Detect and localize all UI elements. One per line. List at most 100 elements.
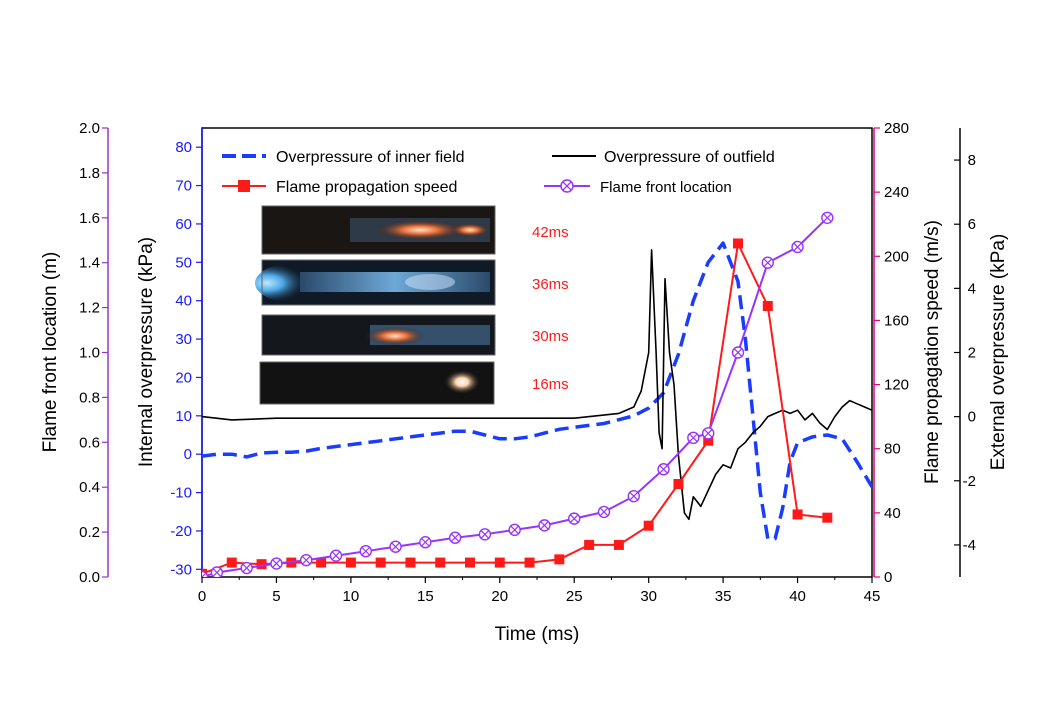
internal_overpressure-tick-label: -30 [170,561,192,578]
series-1 [202,249,872,521]
flame-speed-point [703,435,714,446]
legend: Overpressure of inner field Overpressure… [222,149,775,196]
flame-location-point [761,256,774,269]
flame-location-point [538,519,551,532]
flame-location-point [419,536,432,549]
internal_overpressure-tick-label: -10 [170,485,192,502]
internal_overpressure-tick-label: 40 [175,293,192,310]
flame_speed-tick-label: 40 [884,505,901,522]
flame-speed-point [494,557,505,568]
flame-location-point [300,553,313,567]
flame_speed-tick-label: 240 [884,184,909,201]
internal_overpressure-tick-label: 0 [184,446,192,463]
internal_overpressure-tick-label: 20 [175,369,192,386]
flame-speed-point [435,557,446,568]
flame-location-point [329,549,343,562]
flame_location-tick-label: 1.6 [79,210,100,227]
x-tick-label: 0 [198,588,206,605]
inset-image-16ms [259,361,495,405]
external-overpressure-axis-title: External overpressure (kPa) [988,234,1009,471]
flame_speed-tick-label: 280 [884,120,909,137]
legend-entry-flame-location: Flame front location [544,179,732,196]
flame-location-point [359,544,372,558]
internal_overpressure-tick-label: 10 [175,408,192,425]
flame-location-point [478,528,492,541]
x-tick-label: 15 [417,588,434,605]
internal_overpressure-tick-label: 30 [175,331,192,348]
flame-speed-axis: 0 40 80 120 160 200 240 280 [873,120,909,586]
flame-speed-point [762,300,773,311]
flame-speed-point [584,539,595,550]
flame-speed-point [405,557,416,568]
flame-location-point [627,489,640,503]
flame_location-tick-label: 0.6 [79,434,100,451]
flame-location-point [448,531,462,544]
flame_speed-tick-label: 0 [884,569,892,586]
inset-photographs: 42ms 36ms 30ms 16ms [255,205,569,405]
series-line-inner-field [202,241,872,541]
legend-entry-inner-field: Overpressure of inner field [222,149,465,166]
internal_overpressure-tick-label: 80 [175,139,192,156]
flame-speed-point [792,509,803,520]
flame-speed-point [524,557,535,568]
svg-text:Overpressure of outfield: Overpressure of outfield [604,149,775,166]
x-tick-label: 5 [272,588,280,605]
external-overpressure-axis: -4 -2 0 2 4 6 8 [954,128,976,577]
inset-label-30ms: 30ms [532,328,569,345]
x-tick-label: 40 [789,588,806,605]
internal_overpressure-tick-label: 70 [175,178,192,195]
flame-speed-point [613,539,624,550]
flame_location-tick-label: 1.2 [79,300,100,317]
internal_overpressure-tick-label: -20 [170,523,192,540]
legend-entry-flame-speed: Flame propagation speed [222,179,457,196]
x-tick-label: 30 [640,588,657,605]
internal-overpressure-axis-title: Internal overpressure (kPa) [136,237,157,467]
inset-label-16ms: 16ms [532,376,569,393]
flame-location-point [568,512,581,525]
series-0 [202,241,872,541]
external_overpressure-tick-label: 2 [968,345,976,362]
x-tick-label: 20 [491,588,508,605]
flame_location-tick-label: 0.2 [79,524,100,541]
flame-location-point [202,570,209,577]
flame_location-tick-label: 1.8 [79,165,100,182]
internal_overpressure-tick-label: 50 [175,254,192,271]
flame-speed-point [375,557,386,568]
external_overpressure-tick-label: 4 [968,280,976,297]
flame-speed-point [673,478,684,489]
flame-location-point [657,463,670,476]
svg-text:Overpressure of inner field: Overpressure of inner field [276,149,465,166]
x-tick-label: 35 [715,588,732,605]
external_overpressure-tick-label: 6 [968,216,976,233]
internal-overpressure-axis: -30 -20 -10 0 10 20 30 40 50 60 70 80 [170,128,203,578]
inset-image-30ms [261,314,496,356]
x-tick-label: 10 [343,588,360,605]
flame-speed-point [316,557,327,568]
flame-location-point [687,431,700,445]
flame-speed-point [643,520,654,531]
external_overpressure-tick-label: 0 [968,409,976,426]
external_overpressure-tick-label: 8 [968,152,976,169]
series-3 [202,211,834,577]
flame-location-point [270,557,283,570]
x-axis: 0 5 10 15 20 25 30 35 40 45 [198,577,880,605]
svg-text:Flame front location: Flame front location [600,179,732,196]
internal_overpressure-tick-label: 60 [175,216,192,233]
inset-image-42ms [261,205,496,255]
flame-speed-point [733,238,743,249]
flame-speed-point [465,557,475,568]
external_overpressure-tick-label: -4 [963,537,976,554]
flame-speed-point [345,557,356,568]
flame-speed-point [554,554,565,565]
flame_speed-tick-label: 120 [884,377,909,394]
flame-location-point [389,540,402,553]
inset-image-36ms [255,259,496,306]
x-tick-label: 25 [566,588,583,605]
flame-location-axis-title: Flame front location (m) [40,252,61,453]
flame-location-point [597,505,611,519]
flame-speed-point [822,512,833,523]
inset-label-42ms: 42ms [532,224,569,241]
flame-speed-axis-title: Flame propagation speed (m/s) [922,220,943,484]
flame-speed-point [256,559,267,570]
